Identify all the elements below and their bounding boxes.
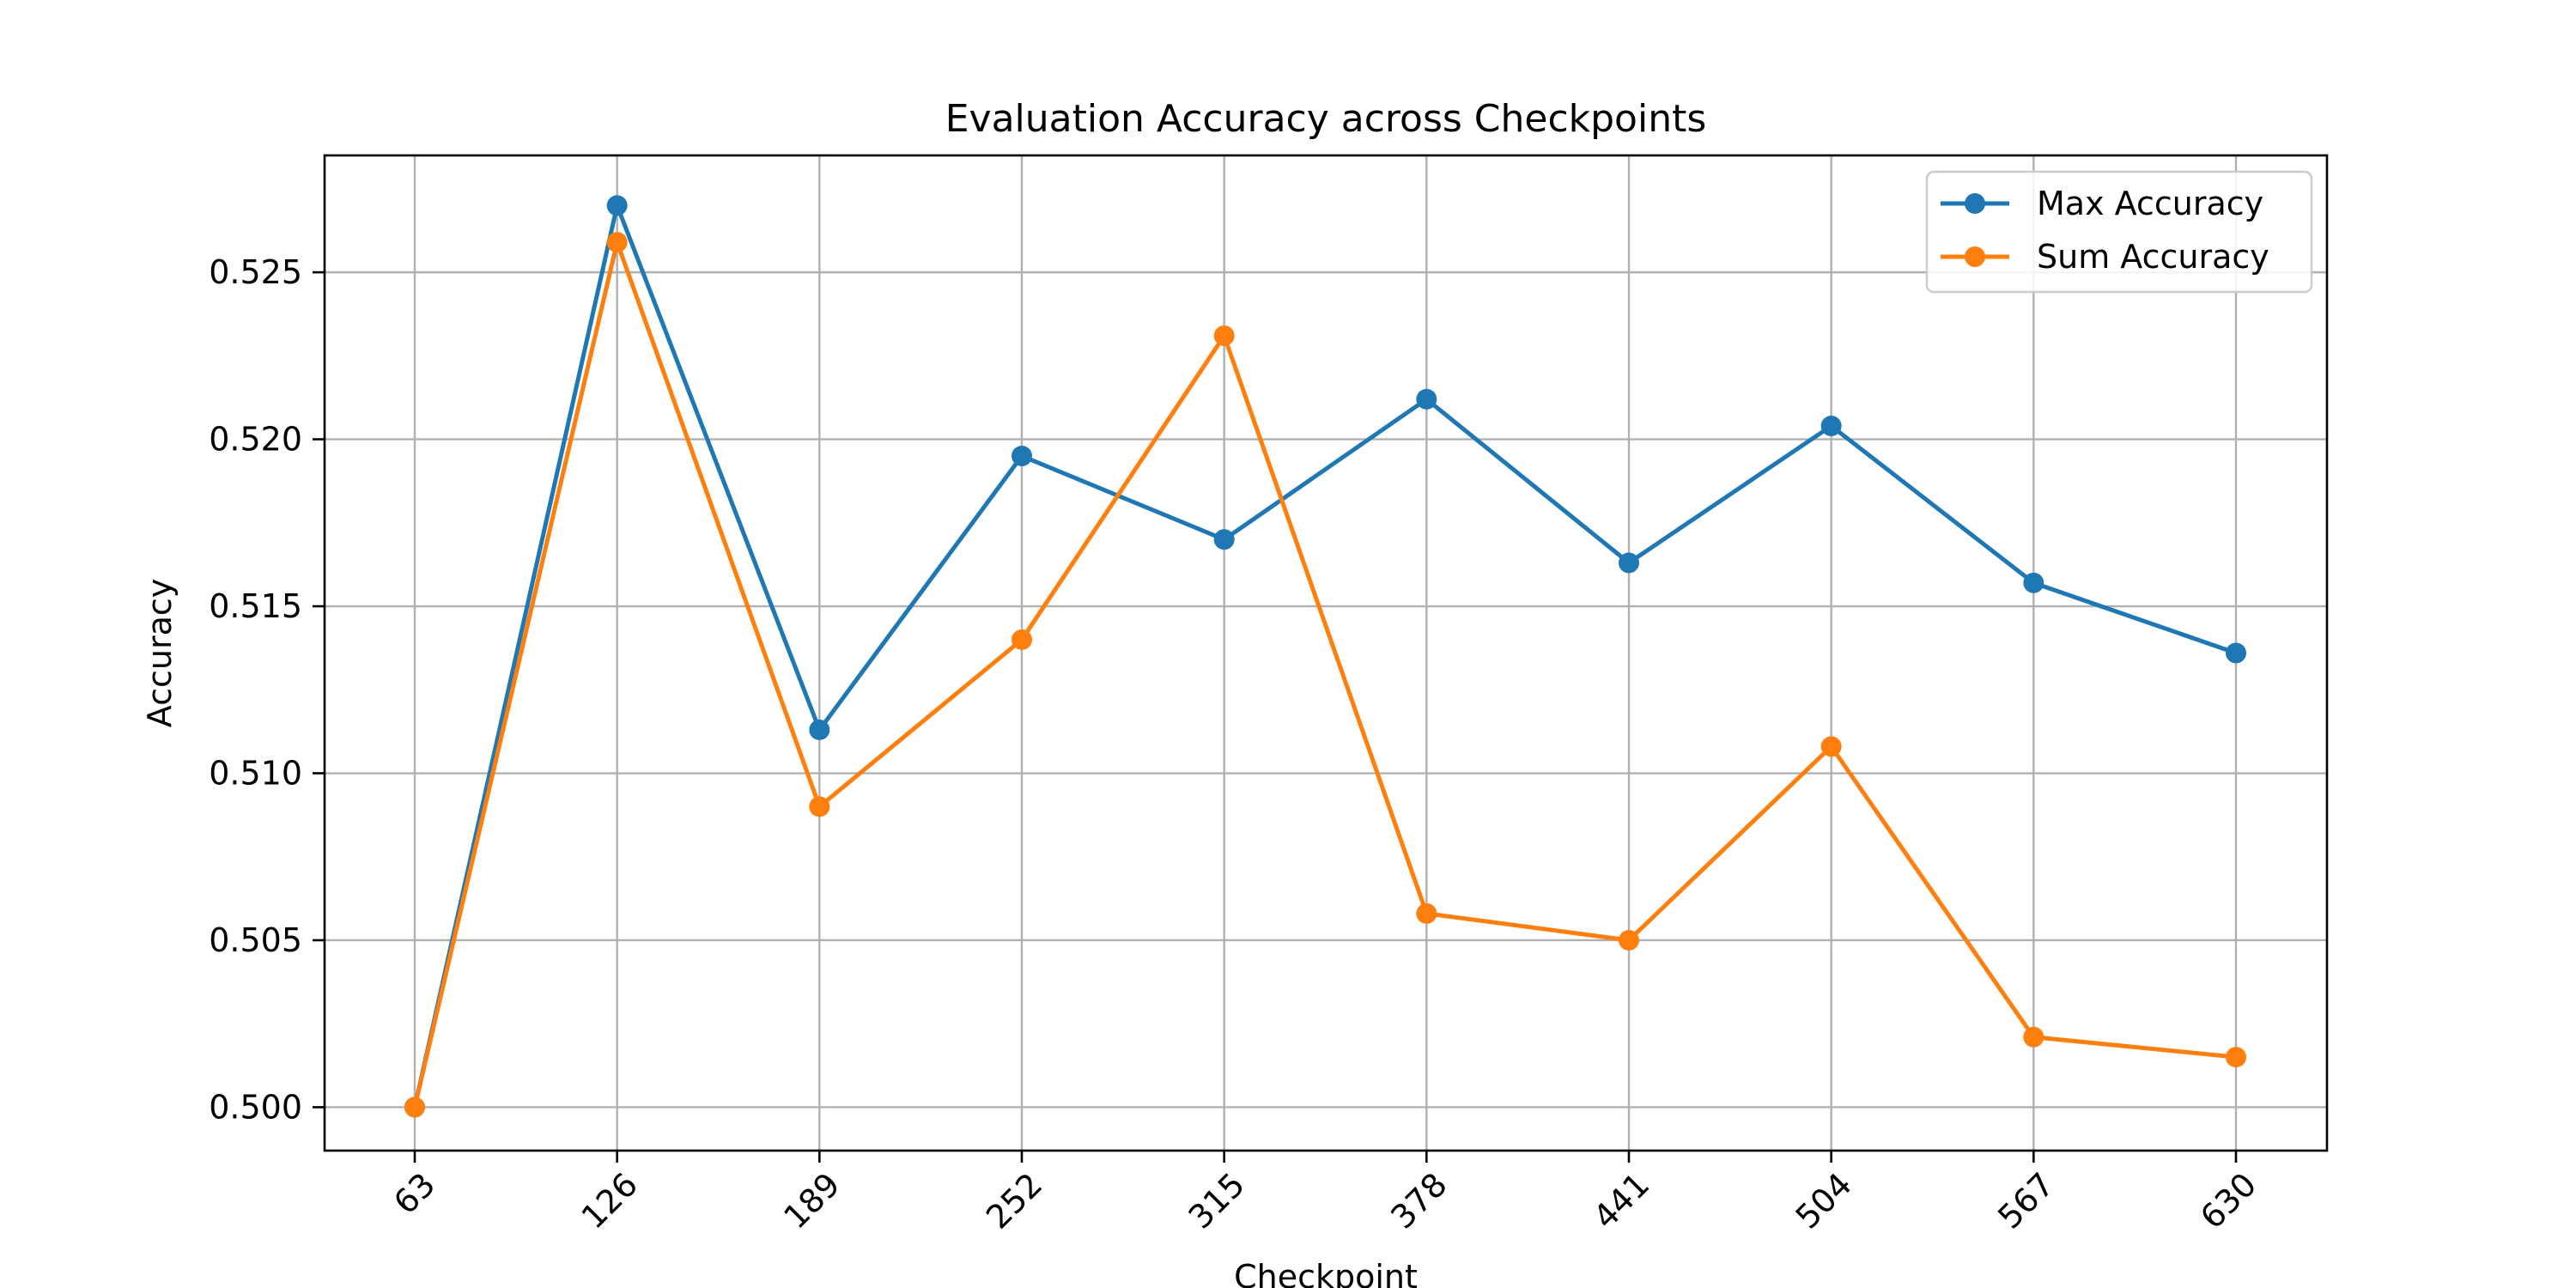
x-tick-label: 252	[979, 1165, 1049, 1236]
data-point	[606, 232, 628, 253]
plot-frame	[323, 154, 2329, 1152]
legend-box	[1925, 170, 2313, 294]
data-point	[809, 719, 830, 740]
legend-marker	[1965, 193, 1985, 214]
x-tick-label: 567	[1990, 1165, 2061, 1236]
axis-ticks: 63 126 189 252 315 378 441 504 567 630 0.500 0.505 0…	[209, 253, 2263, 1236]
y-tick-label: 0.515	[209, 587, 302, 625]
y-axis-label: Accuracy	[141, 579, 179, 728]
data-point	[1619, 929, 1639, 951]
legend-item: Max Accuracy	[1941, 185, 2263, 222]
x-axis-label: Checkpoint	[1234, 1258, 1418, 1288]
series-line	[412, 240, 2239, 1109]
y-tick-label: 0.510	[209, 755, 302, 793]
legend-marker	[1965, 246, 1985, 267]
data-point	[1416, 388, 1437, 410]
x-tick-label: 189	[776, 1165, 847, 1236]
x-tick-label: 315	[1182, 1165, 1252, 1236]
chart-title: Evaluation Accuracy across Checkpoints	[945, 97, 1707, 141]
y-tick-label: 0.520	[209, 421, 302, 459]
data-point	[1213, 325, 1235, 347]
data-point	[1820, 736, 1842, 757]
legend-item: Sum Accuracy	[1941, 238, 2269, 276]
data-point	[2226, 1047, 2246, 1068]
data-point	[1012, 629, 1032, 650]
x-tick-label: 126	[574, 1165, 645, 1236]
y-tick-label: 0.525	[209, 253, 302, 291]
data-point	[404, 1097, 425, 1118]
series-max-accuracy	[404, 195, 2246, 1118]
x-tick-label: 378	[1383, 1165, 1454, 1236]
data-point	[809, 796, 830, 817]
data-point	[1416, 902, 1437, 924]
data-point	[1213, 529, 1235, 550]
data-point	[2023, 572, 2044, 593]
legend-label: Max Accuracy	[2037, 185, 2263, 222]
y-tick-label: 0.500	[209, 1088, 302, 1126]
grid	[325, 155, 2327, 1151]
data-point	[2023, 1026, 2044, 1048]
data-point	[606, 195, 628, 216]
x-tick-label: 441	[1586, 1165, 1656, 1236]
series-layer	[404, 195, 2246, 1118]
legend: Max Accuracy Sum Accuracy	[1925, 170, 2313, 294]
series-sum-accuracy	[404, 232, 2246, 1118]
x-tick-label: 63	[386, 1165, 442, 1221]
legend-label: Sum Accuracy	[2037, 238, 2269, 276]
y-tick-label: 0.505	[209, 921, 302, 959]
data-point	[1012, 446, 1032, 467]
x-tick-label: 630	[2193, 1165, 2263, 1236]
series-line	[412, 203, 2239, 1109]
x-tick-label: 504	[1789, 1165, 1859, 1236]
data-point	[2226, 642, 2246, 664]
data-point	[1619, 552, 1639, 574]
data-point	[1820, 416, 1842, 437]
